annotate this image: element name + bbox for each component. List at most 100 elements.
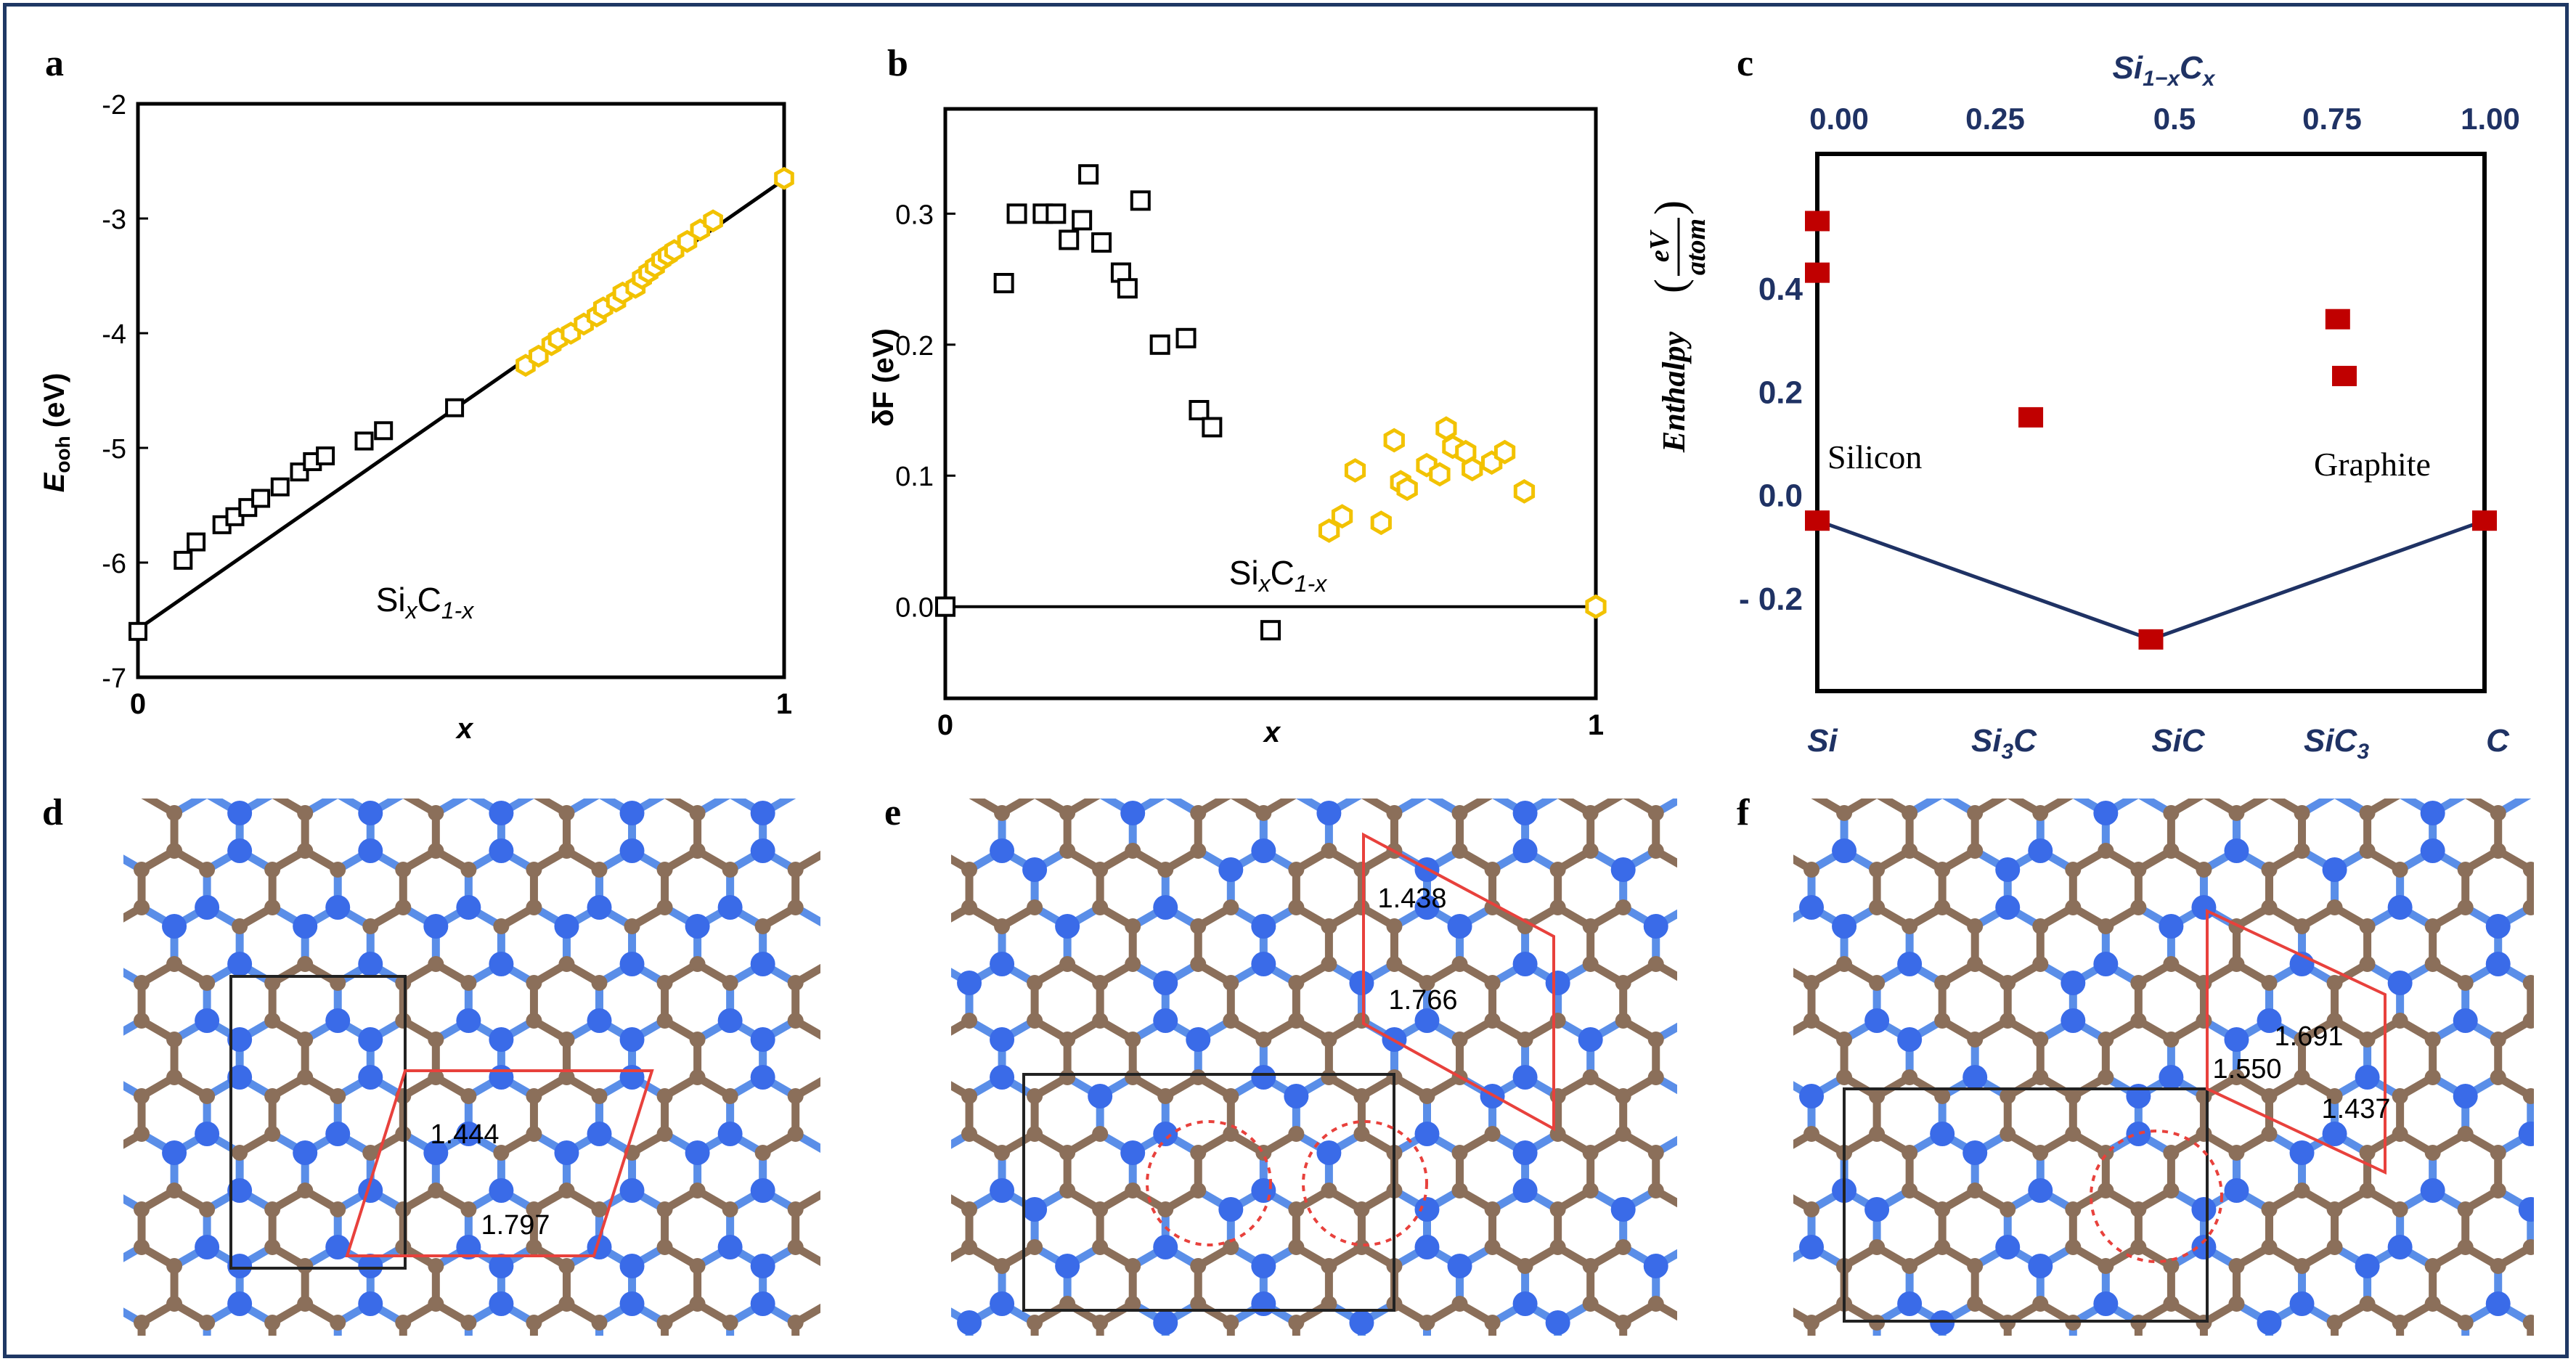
- silicon-atom: [2093, 1291, 2119, 1316]
- silicon-atom: [227, 838, 253, 863]
- silicon-atom: [2159, 1065, 2184, 1090]
- carbon-atom: [2196, 862, 2212, 878]
- silicon-atom: [227, 1254, 253, 1278]
- carbon-atom: [2098, 1032, 2114, 1047]
- chart-a-xlabel: x: [455, 713, 474, 745]
- carbon-atom: [395, 1201, 412, 1217]
- carbon-atom: [1027, 1315, 1043, 1331]
- silicon-atom: [1512, 1065, 1538, 1090]
- carbon-atom: [624, 918, 640, 934]
- carbon-atom: [2359, 1145, 2376, 1161]
- carbon-atom: [1967, 1258, 1984, 1274]
- chart-b-point: [1396, 476, 1418, 502]
- silicon-atom: [1120, 801, 1146, 825]
- carbon-atom: [2294, 843, 2310, 859]
- silicon-atom: [2518, 1197, 2534, 1222]
- silicon-atom: [1284, 1084, 1309, 1108]
- chart-b-point: [1091, 232, 1112, 253]
- chart-b-ylabel: δF (eV): [868, 328, 900, 426]
- carbon-atom: [787, 975, 804, 991]
- carbon-atom: [689, 805, 706, 821]
- carbon-atom: [2522, 1013, 2534, 1029]
- chart-b-point: [1383, 428, 1405, 453]
- silicon-atom: [587, 1122, 612, 1146]
- lattice-f: [1793, 799, 2534, 1336]
- carbon-atom: [1027, 1126, 1043, 1142]
- carbon-atom: [166, 956, 183, 972]
- carbon-atom: [2326, 1315, 2343, 1331]
- silicon-atom: [1799, 895, 1825, 920]
- carbon-atom: [961, 899, 978, 915]
- carbon-atom: [1125, 1258, 1141, 1274]
- silicon-atom: [358, 1291, 383, 1316]
- silicon-atom: [1251, 838, 1276, 863]
- panel-label-d: d: [42, 792, 63, 833]
- carbon-atom: [134, 975, 150, 991]
- silicon-atom: [162, 1140, 187, 1165]
- chart-b-point: [1072, 210, 1093, 231]
- carbon-atom: [2065, 862, 2082, 878]
- carbon-atom: [1288, 1239, 1305, 1255]
- carbon-atom: [1092, 1201, 1109, 1217]
- carbon-atom: [558, 1183, 575, 1198]
- carbon-atom: [689, 1032, 706, 1047]
- carbon-atom: [1647, 805, 1664, 821]
- silicon-atom: [489, 1178, 514, 1203]
- chart-b-point: [1331, 504, 1353, 529]
- carbon-atom: [1255, 1145, 1272, 1161]
- chart-b-point: [1429, 462, 1451, 487]
- silicon-atom: [2355, 1065, 2380, 1090]
- carbon-atom: [2261, 1201, 2278, 1217]
- carbon-atom: [787, 862, 804, 878]
- silicon-atom: [717, 1235, 743, 1259]
- svg-text:Enthalpy: Enthalpy: [1656, 331, 1692, 453]
- carbon-atom: [428, 1069, 444, 1085]
- carbon-atom: [656, 1201, 673, 1217]
- chart-b-ytick-label: 0.0: [895, 593, 934, 624]
- carbon-atom: [1803, 975, 1820, 991]
- carbon-atom: [166, 1296, 183, 1312]
- chart-a-ytick-label: -7: [102, 663, 126, 694]
- silicon-atom: [195, 1008, 220, 1033]
- carbon-atom: [2490, 1183, 2506, 1198]
- carbon-atom: [2457, 1315, 2474, 1331]
- carbon-atom: [526, 862, 542, 878]
- carbon-atom: [2424, 956, 2441, 972]
- silicon-atom: [227, 1065, 253, 1090]
- chart-c-category-label: SiC: [2151, 723, 2206, 759]
- carbon-atom: [1223, 1013, 1239, 1029]
- silicon-atom: [2093, 801, 2119, 825]
- chart-a-point: [270, 477, 290, 497]
- carbon-atom: [1484, 1315, 1501, 1331]
- carbon-atom: [1092, 1239, 1109, 1255]
- silicon-atom: [2289, 1140, 2315, 1165]
- carbon-atom: [1934, 862, 1951, 878]
- carbon-atom: [2228, 1069, 2245, 1085]
- carbon-atom: [1059, 1069, 1076, 1085]
- chart-a-point: [374, 421, 394, 441]
- silicon-atom: [587, 1235, 612, 1259]
- chart-c-point: [2332, 365, 2357, 386]
- carbon-atom: [1615, 1013, 1631, 1029]
- chart-b-plot-frame: [943, 107, 1598, 701]
- carbon-atom: [264, 862, 281, 878]
- carbon-atom: [1902, 1258, 1918, 1274]
- carbon-atom: [428, 956, 444, 972]
- silicon-atom: [2420, 838, 2445, 863]
- silicon-atom: [750, 838, 775, 863]
- silicon-atom: [1251, 1065, 1276, 1090]
- carbon-atom: [1967, 918, 1984, 934]
- carbon-atom: [2130, 899, 2147, 915]
- chart-b-point: [1175, 327, 1197, 348]
- silicon-atom: [2453, 1008, 2478, 1033]
- carbon-atom: [1902, 805, 1918, 821]
- carbon-atom: [2522, 1239, 2534, 1255]
- silicon-atom: [750, 1254, 775, 1278]
- carbon-atom: [1647, 1183, 1664, 1198]
- carbon-atom: [689, 843, 706, 859]
- silicon-atom: [750, 1027, 775, 1052]
- carbon-atom: [1353, 1088, 1370, 1104]
- carbon-atom: [1869, 1126, 1886, 1142]
- carbon-atom: [787, 899, 804, 915]
- carbon-atom: [2163, 843, 2180, 859]
